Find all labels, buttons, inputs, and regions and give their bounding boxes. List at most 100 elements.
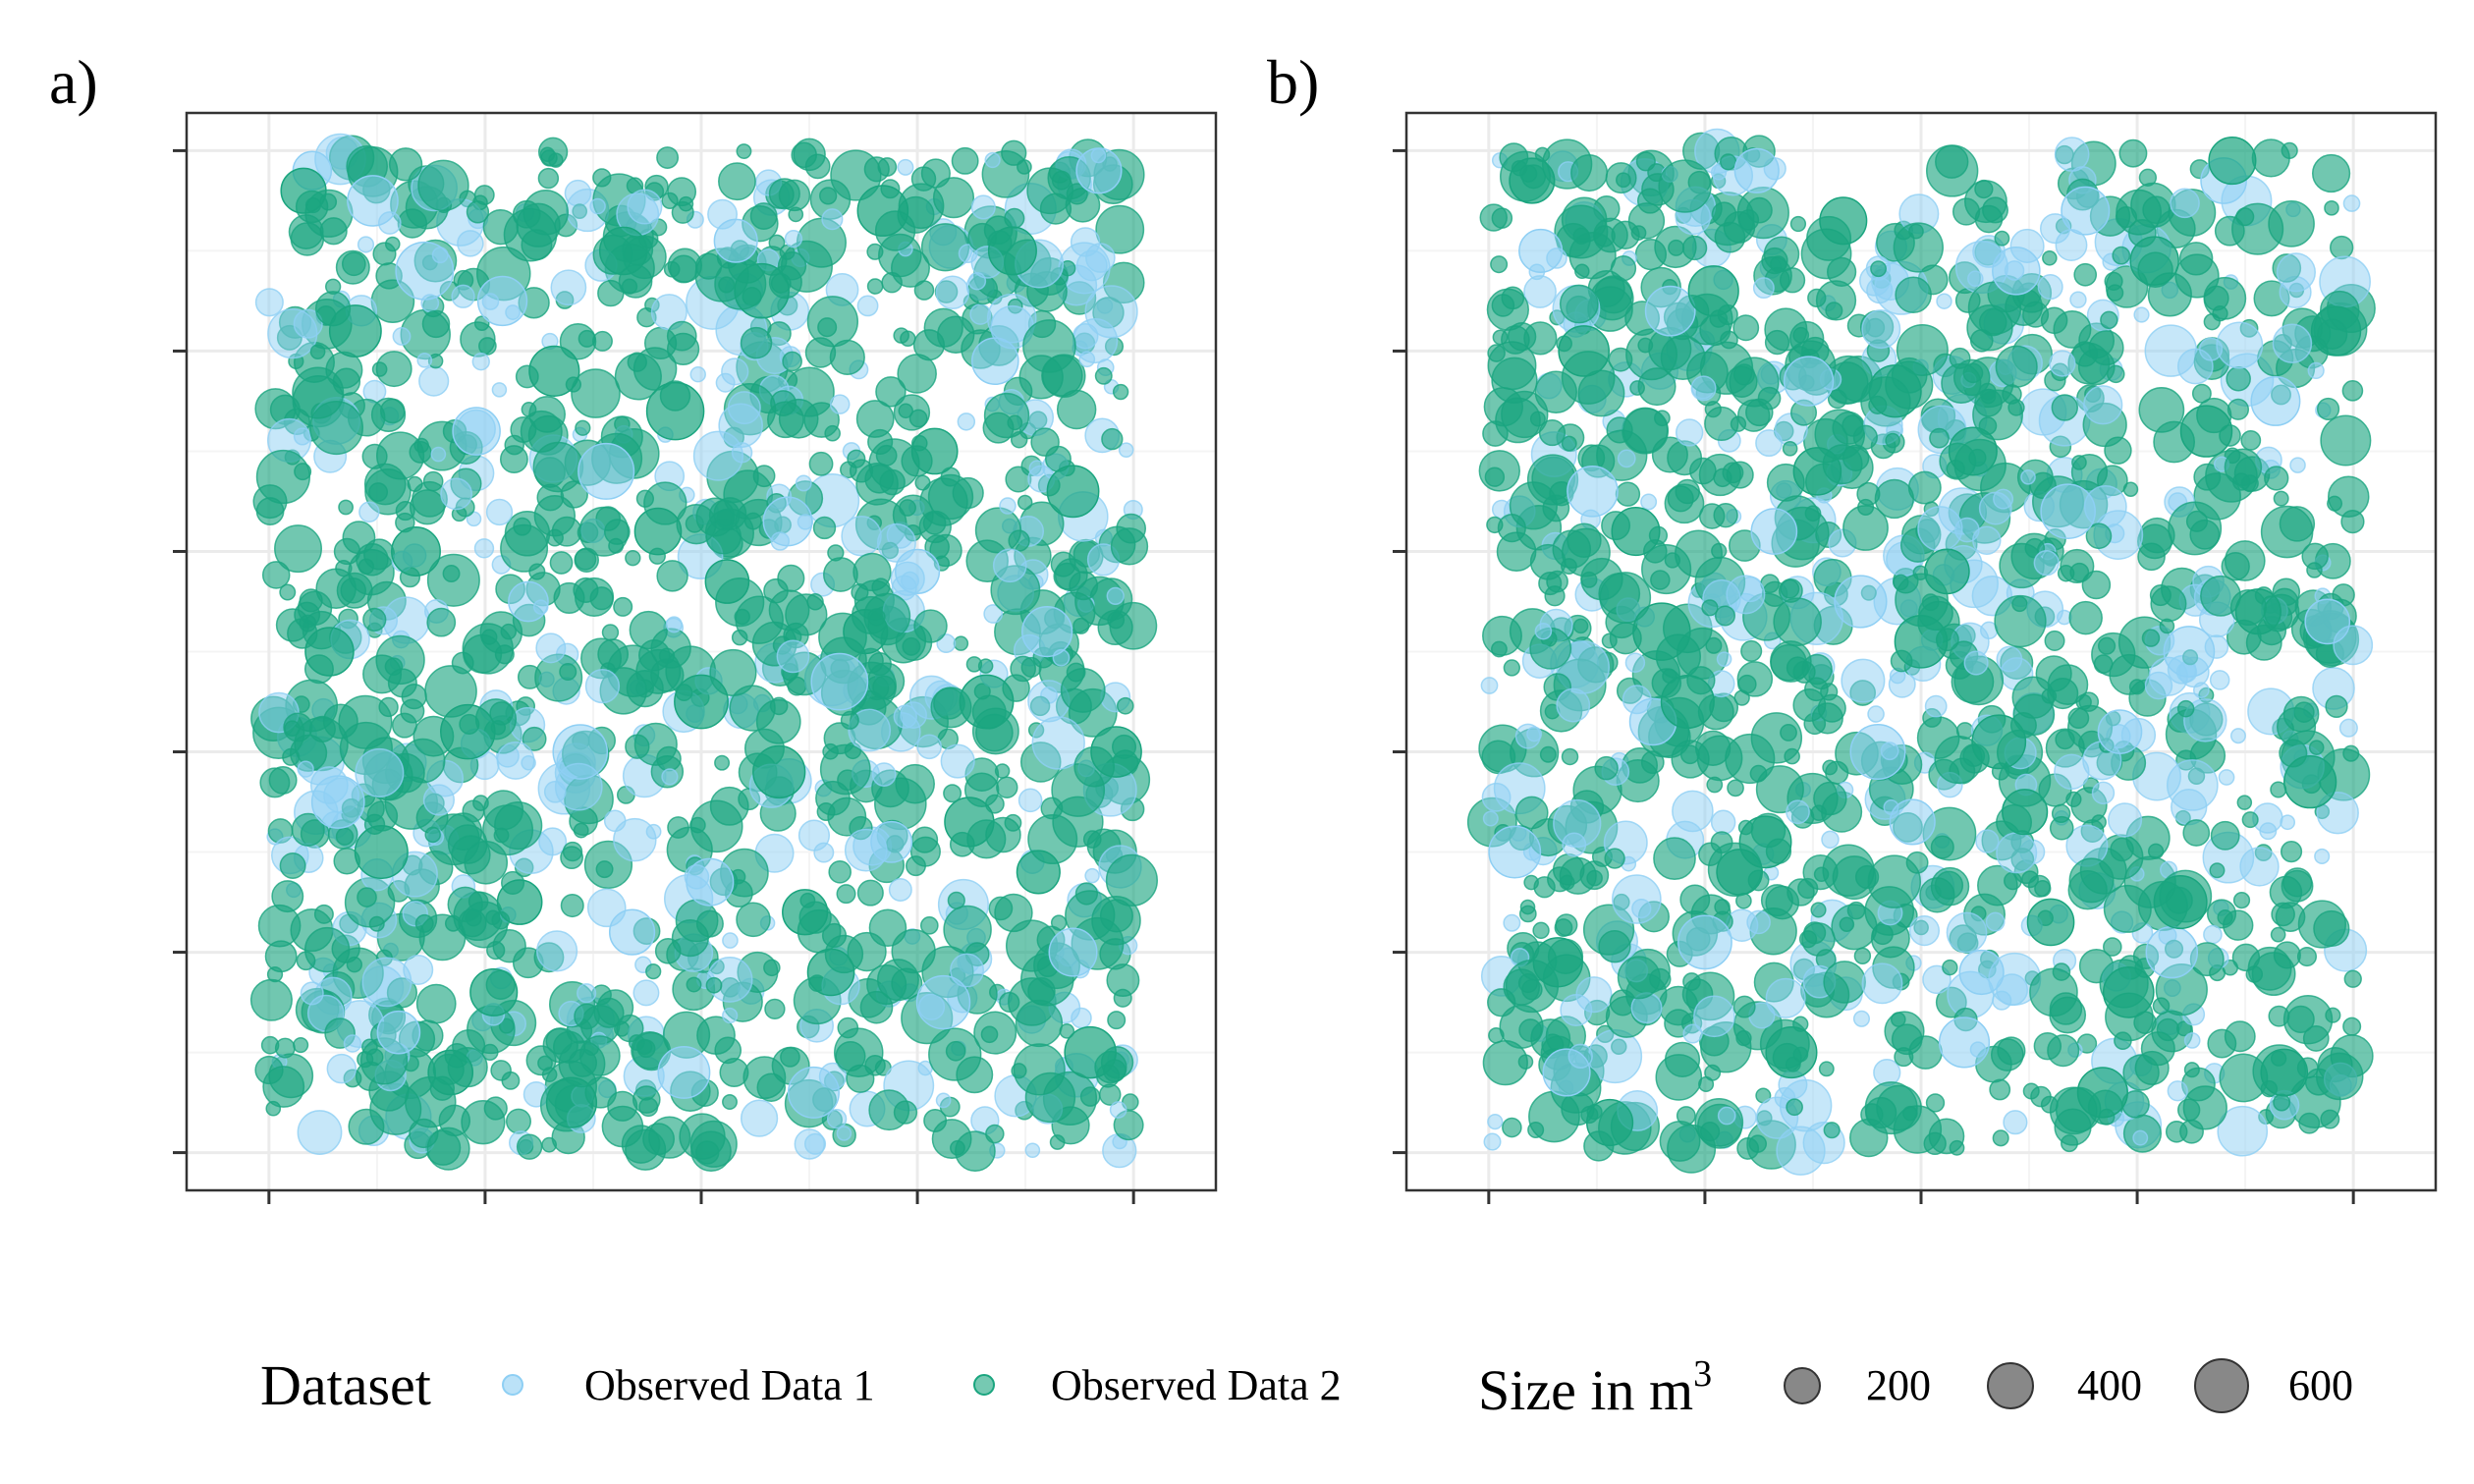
bubble-observed-2 [1929, 427, 1950, 449]
bubble-observed-2 [473, 315, 490, 332]
bubble-observed-2 [2175, 1020, 2192, 1037]
bubble-observed-2 [1568, 232, 1617, 280]
bubble-observed-1 [916, 734, 942, 760]
bubble-observed-2 [1539, 745, 1557, 763]
bubble-observed-1 [358, 501, 380, 523]
bubble-observed-2 [1617, 956, 1661, 1000]
bubble-observed-2 [2182, 819, 2211, 847]
bubble-observed-2 [945, 1040, 966, 1062]
data-point-observed-1 [1048, 927, 1098, 977]
bubble-observed-1 [893, 704, 917, 729]
bubble-observed-2 [2236, 795, 2253, 810]
bubble-observed-2 [378, 696, 399, 718]
bubble-observed-2 [913, 609, 948, 643]
data-point-observed-2 [806, 948, 855, 997]
bubble-observed-2 [1654, 225, 1697, 269]
bubble-observed-2 [1514, 796, 1549, 830]
bubble-observed-2 [2104, 271, 2123, 291]
bubble-observed-2 [621, 278, 638, 295]
bubble-observed-2 [2103, 937, 2122, 957]
bubble-observed-2 [613, 596, 633, 617]
bubble-observed-2 [2047, 664, 2089, 705]
bubble-observed-2 [1022, 319, 1076, 373]
legend-size-key-200 [1784, 1367, 1821, 1404]
bubble-observed-2 [400, 738, 446, 784]
bubble-observed-1 [2170, 188, 2200, 219]
bubble-observed-2 [1625, 328, 1677, 381]
bubble-observed-1 [740, 1099, 779, 1137]
bubble-observed-1 [1908, 915, 1941, 947]
bubble-observed-2 [1101, 427, 1124, 451]
bubble-observed-2 [821, 922, 848, 949]
bubble-observed-1 [1867, 705, 1885, 723]
bubble-observed-2 [348, 1108, 385, 1145]
bubble-observed-2 [791, 141, 817, 169]
bubble-observed-1 [254, 288, 284, 317]
bubble-observed-2 [689, 816, 706, 834]
bubble-observed-1 [940, 743, 975, 779]
bubble-observed-2 [1750, 712, 1803, 764]
data-point-observed-2 [1046, 465, 1100, 519]
bubble-observed-1 [491, 382, 508, 398]
bubble-observed-2 [965, 656, 983, 673]
data-point-observed-1 [970, 337, 1019, 385]
bubble-observed-2 [1696, 735, 1743, 782]
bubble-observed-2 [1792, 660, 1816, 684]
bubble-observed-2 [1704, 401, 1722, 418]
bubble-observed-2 [505, 1108, 531, 1134]
bubble-observed-1 [1765, 977, 1806, 1018]
bubble-observed-1 [2091, 781, 2116, 805]
bubble-observed-2 [1528, 1090, 1580, 1143]
legend-title-size: Size in m3 [1478, 1353, 1712, 1422]
bubble-observed-1 [2272, 323, 2313, 363]
bubble-observed-2 [1097, 609, 1133, 646]
bubble-observed-2 [1561, 747, 1579, 766]
bubble-observed-2 [1962, 362, 1984, 384]
bubble-observed-2 [375, 634, 425, 686]
data-point-observed-2 [1819, 196, 1868, 246]
bubble-observed-2 [686, 976, 702, 993]
bubble-observed-1 [2338, 718, 2358, 738]
data-point-observed-2 [2153, 875, 2208, 930]
bubble-observed-2 [2232, 892, 2251, 909]
bubble-observed-2 [736, 143, 752, 159]
data-point-observed-1 [1677, 914, 1732, 970]
bubble-observed-2 [560, 894, 584, 918]
bubble-observed-2 [1610, 255, 1637, 282]
data-point-observed-2 [469, 967, 519, 1017]
bubble-observed-2 [1713, 503, 1738, 528]
bubble-observed-2 [575, 419, 591, 436]
bubble-observed-2 [822, 557, 858, 592]
data-point-observed-2 [391, 526, 441, 577]
bubble-observed-2 [656, 745, 682, 772]
data-point-observed-1 [508, 580, 549, 623]
bubble-observed-1 [1690, 375, 1717, 402]
bubble-observed-1 [297, 760, 314, 778]
data-point-observed-2 [959, 674, 1015, 730]
bubble-observed-2 [2340, 509, 2365, 534]
bubble-observed-1 [267, 307, 318, 359]
bubble-observed-2 [1491, 207, 1513, 229]
bubble-observed-2 [2068, 857, 2115, 904]
bubble-observed-2 [2219, 1053, 2269, 1103]
data-point-observed-2 [1971, 714, 2027, 770]
bubble-observed-1 [1109, 1101, 1127, 1119]
bubble-observed-1 [422, 784, 456, 816]
bubble-observed-2 [1711, 201, 1737, 227]
bubble-observed-2 [893, 394, 931, 431]
bubble-observed-2 [2069, 562, 2090, 582]
bubble-observed-2 [1630, 225, 1647, 241]
bubble-observed-2 [1094, 366, 1113, 385]
bubble-observed-2 [1925, 1093, 1946, 1113]
bubble-observed-2 [955, 1130, 996, 1173]
bubble-observed-2 [1719, 153, 1737, 171]
data-point-observed-2 [1792, 447, 1842, 496]
data-point-observed-2 [674, 674, 729, 730]
data-point-observed-2 [440, 703, 496, 760]
bubble-observed-1 [1640, 493, 1658, 511]
bubble-observed-2 [1895, 276, 1932, 314]
bubble-observed-2 [718, 276, 736, 294]
bubble-observed-2 [384, 236, 401, 252]
bubble-observed-1 [440, 477, 473, 511]
bubble-observed-1 [535, 632, 567, 664]
